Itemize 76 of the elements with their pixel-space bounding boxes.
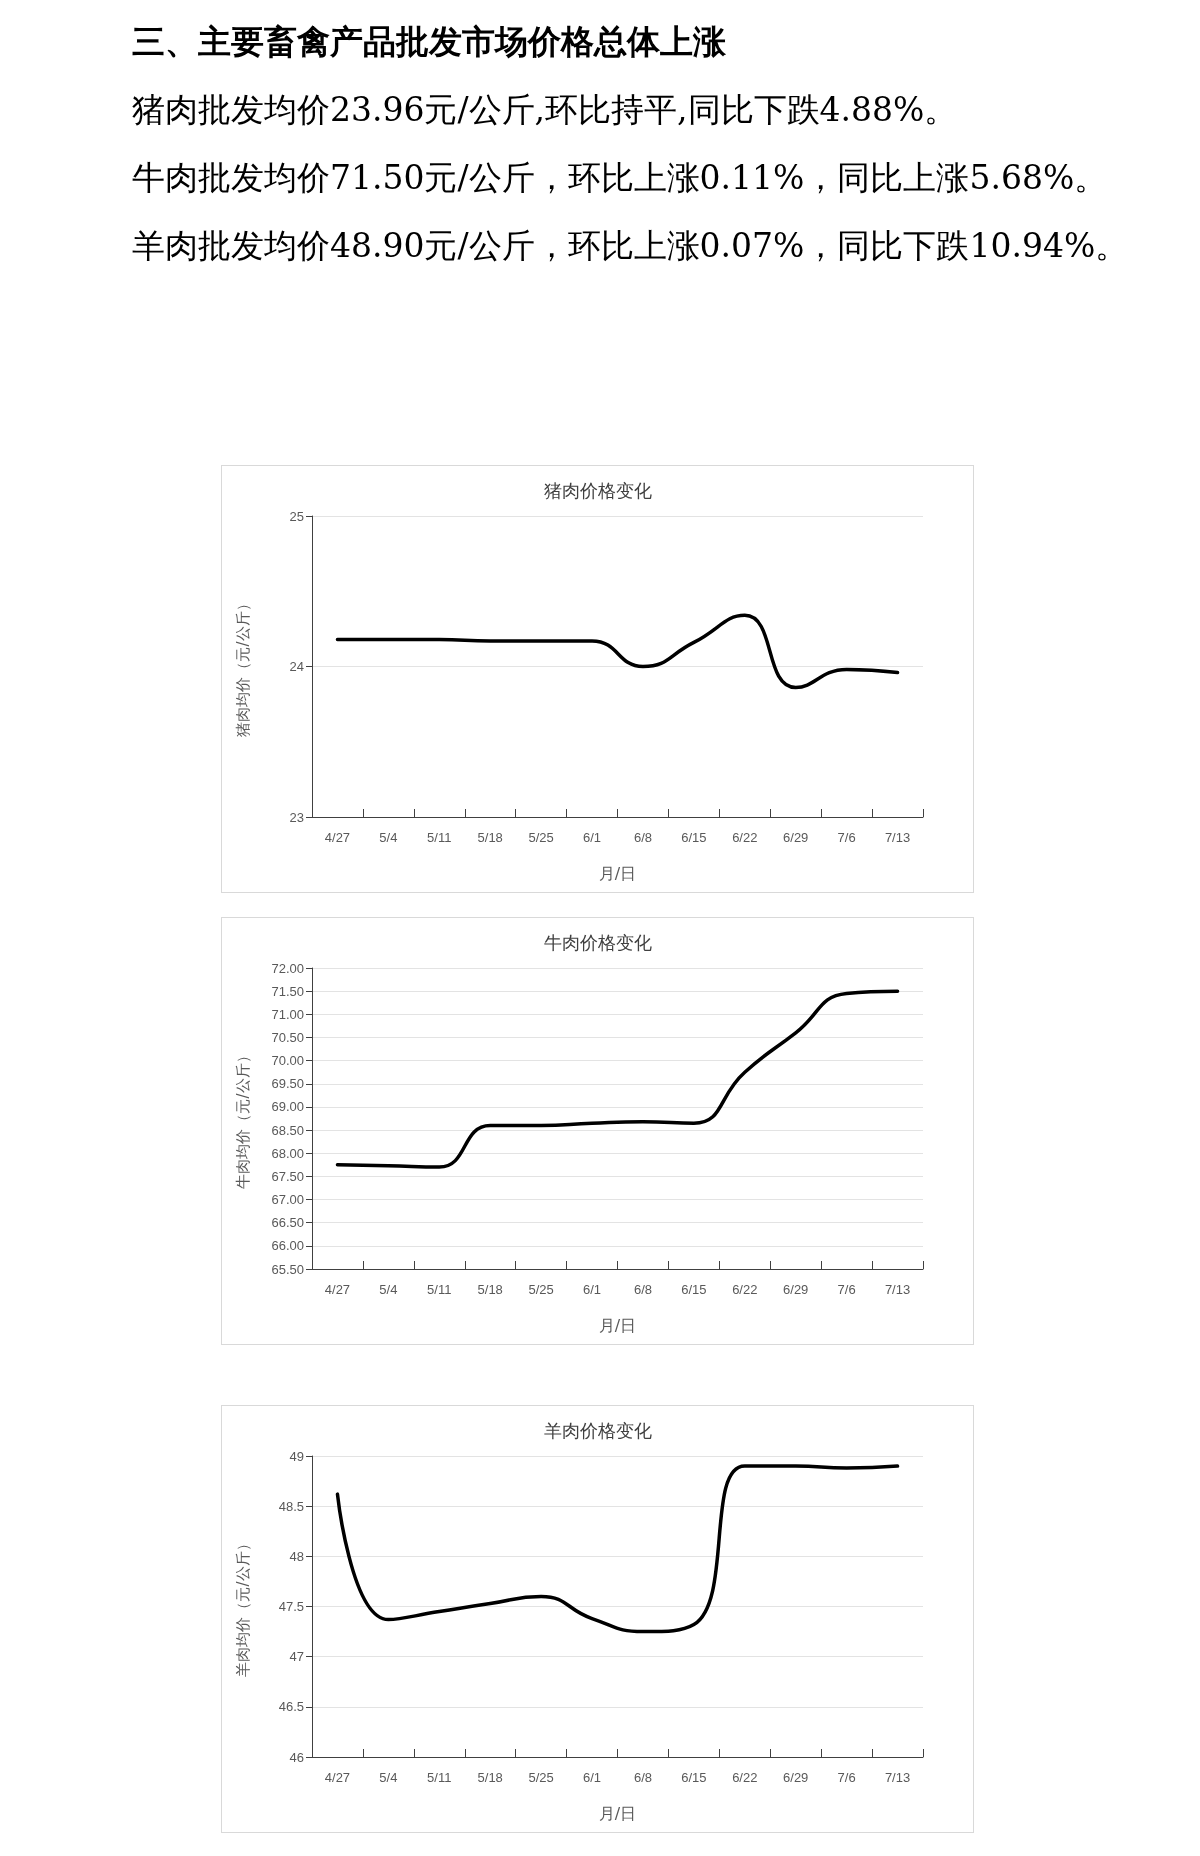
y-tick-label: 46.5	[278, 1699, 304, 1715]
y-tick-label: 69.50	[271, 1076, 304, 1092]
chart-title: 猪肉价格变化	[543, 479, 652, 501]
text: 羊肉批发均价48.90元/公斤，环比上涨0.07%，同比下跌10.94%。	[131, 225, 1130, 267]
x-tick-label: 6/15	[681, 1282, 707, 1297]
y-tick-label: 47.5	[278, 1599, 304, 1614]
x-tick-label: 7/13	[884, 1282, 911, 1297]
x-tick-label: 5/4	[379, 1770, 398, 1785]
x-tick-label: 5/18	[477, 830, 503, 845]
x-tick-label: 5/25	[528, 1282, 554, 1297]
x-tick-label: 5/11	[427, 1282, 452, 1297]
y-tick-label: 72.00	[271, 960, 304, 976]
y-tick-label: 69.00	[271, 1099, 304, 1115]
y-tick-label: 23	[289, 809, 304, 825]
y-tick-label: 49	[289, 1448, 304, 1464]
x-axis-title: 月/日	[598, 1315, 637, 1335]
x-axis-title: 月/日	[598, 863, 637, 883]
y-tick-label: 68.50	[271, 1122, 304, 1138]
x-tick-label: 6/8	[633, 830, 652, 845]
x-tick-label: 5/4	[379, 1282, 398, 1297]
y-tick-label: 25	[289, 508, 304, 524]
y-tick-label: 67.50	[271, 1168, 304, 1184]
y-tick-label: 48	[289, 1548, 304, 1564]
y-tick-label: 65.50	[271, 1261, 304, 1277]
y-axis-title: 羊肉均价（元/公斤）	[233, 1536, 252, 1677]
x-tick-label: 6/22	[732, 1770, 758, 1785]
text: 牛肉批发均价71.50元/公斤，环比上涨0.11%，同比上涨5.68%。	[131, 157, 1109, 199]
line-series	[335, 989, 900, 1169]
y-tick-label: 46	[289, 1749, 304, 1765]
x-tick-label: 7/6	[837, 1282, 856, 1297]
line-series	[335, 613, 900, 690]
y-tick-label: 68.00	[271, 1145, 304, 1161]
x-tick-label: 7/13	[884, 1770, 911, 1785]
x-tick-label: 4/27	[324, 830, 351, 845]
x-axis-title: 月/日	[598, 1803, 637, 1823]
chart-title: 牛肉价格变化	[543, 931, 652, 953]
x-tick-label: 6/1	[583, 1770, 602, 1785]
x-tick-label: 6/8	[633, 1282, 652, 1297]
x-tick-label: 6/29	[783, 1770, 809, 1785]
y-tick-label: 70.50	[271, 1029, 304, 1045]
text: 三、主要畜禽产品批发市场价格总体上涨	[131, 21, 727, 63]
y-tick-label: 47	[289, 1649, 304, 1665]
x-tick-label: 4/27	[324, 1282, 351, 1297]
x-tick-label: 6/1	[583, 1282, 602, 1297]
x-tick-label: 5/11	[427, 1770, 452, 1785]
x-tick-label: 7/13	[884, 830, 911, 845]
x-tick-label: 5/4	[379, 830, 398, 845]
y-tick-label: 24	[289, 659, 304, 674]
y-tick-label: 71.00	[271, 1006, 304, 1022]
y-tick-label: 66.00	[271, 1238, 304, 1254]
x-tick-label: 6/1	[583, 830, 602, 845]
y-tick-label: 66.50	[271, 1215, 304, 1231]
x-tick-label: 6/15	[681, 1770, 707, 1785]
y-tick-label: 71.50	[271, 983, 304, 999]
x-tick-label: 5/25	[528, 1770, 554, 1785]
x-tick-label: 4/27	[324, 1770, 351, 1785]
y-axis-title: 猪肉均价（元/公斤）	[233, 596, 252, 737]
x-tick-label: 6/15	[681, 830, 707, 845]
x-tick-label: 6/29	[783, 1282, 809, 1297]
line-series	[335, 1464, 900, 1634]
x-tick-label: 5/18	[477, 1282, 503, 1297]
chart-title: 羊肉价格变化	[543, 1419, 652, 1441]
x-tick-label: 5/25	[528, 830, 554, 845]
y-tick-label: 48.5	[278, 1498, 304, 1514]
x-tick-label: 7/6	[837, 830, 856, 845]
x-tick-label: 6/22	[732, 830, 758, 845]
x-tick-label: 6/22	[732, 1282, 758, 1297]
x-tick-label: 7/6	[837, 1770, 856, 1785]
x-tick-label: 5/18	[477, 1770, 503, 1785]
y-tick-label: 70.00	[271, 1053, 304, 1069]
y-tick-label: 67.00	[271, 1192, 304, 1208]
x-tick-label: 6/29	[783, 830, 809, 845]
y-axis-title: 牛肉均价（元/公斤）	[233, 1048, 252, 1189]
text: 猪肉批发均价23.96元/公斤,环比持平,同比下跌4.88%。	[131, 89, 959, 131]
x-tick-label: 5/11	[427, 830, 452, 845]
x-tick-label: 6/8	[633, 1770, 652, 1785]
